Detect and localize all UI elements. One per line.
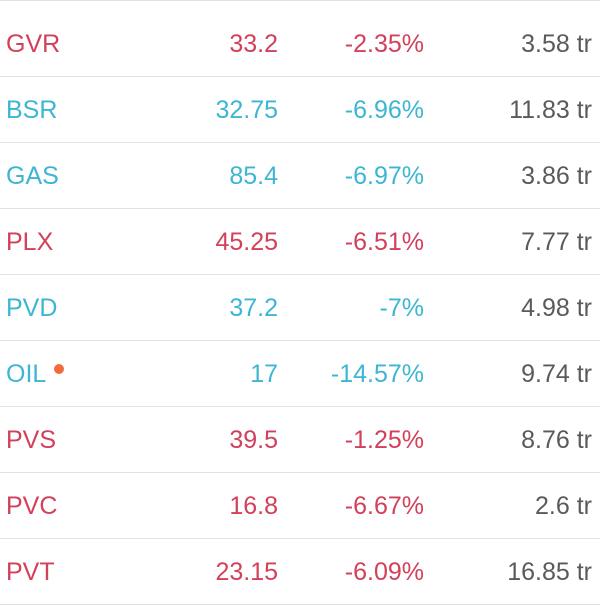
stock-price: 37.2: [229, 294, 278, 322]
stock-symbol: GVR: [6, 30, 61, 58]
stock-volume: 2.6 tr: [535, 492, 592, 520]
stock-price: 32.75: [215, 96, 278, 124]
stock-change: -7%: [379, 294, 424, 322]
stock-symbol-text: OIL: [6, 360, 47, 388]
stock-volume: 11.83 tr: [509, 96, 592, 124]
stock-row[interactable]: PVT 23.15 -6.09% 16.85 tr: [0, 539, 600, 605]
stock-symbol: PVD: [6, 294, 58, 322]
stock-change: -6.97%: [344, 162, 424, 190]
stock-symbol: PLX: [6, 228, 54, 256]
stock-change: -14.57%: [330, 360, 424, 388]
stock-volume: 9.74 tr: [521, 360, 592, 388]
stock-row[interactable]: GAS 85.4 -6.97% 3.86 tr: [0, 143, 600, 209]
stock-volume: 3.86 tr: [521, 162, 592, 190]
stock-symbol: BSR: [6, 96, 58, 124]
stock-price: 33.2: [229, 30, 278, 58]
stock-symbol: PVC: [6, 492, 58, 520]
stock-volume: 7.77 tr: [521, 228, 592, 256]
stock-change: -6.96%: [344, 96, 424, 124]
stock-row[interactable]: GVR 33.2 -2.35% 3.58 tr: [0, 11, 600, 77]
stock-volume: 3.58 tr: [521, 30, 592, 58]
stock-price: 45.25: [215, 228, 278, 256]
alert-dot-icon: [54, 364, 65, 374]
stock-change: -6.51%: [344, 228, 424, 256]
stock-row[interactable]: PVC 16.8 -6.67% 2.6 tr: [0, 473, 600, 539]
stock-price: 39.5: [229, 426, 278, 454]
stock-change: -6.67%: [344, 492, 424, 520]
stock-volume: 4.98 tr: [521, 294, 592, 322]
stock-price: 23.15: [215, 558, 278, 586]
stock-symbol: PVT: [6, 558, 55, 586]
stock-change: -6.09%: [344, 558, 424, 586]
stock-row[interactable]: PLX 45.25 -6.51% 7.77 tr: [0, 209, 600, 275]
stock-row[interactable]: BSR 32.75 -6.96% 11.83 tr: [0, 77, 600, 143]
stock-row[interactable]: PVD 37.2 -7% 4.98 tr: [0, 275, 600, 341]
stock-symbol: PVS: [6, 426, 57, 454]
stock-symbol: GAS: [6, 162, 59, 190]
stock-row[interactable]: OIL 17 -14.57% 9.74 tr: [0, 341, 600, 407]
stock-symbol: OIL: [6, 341, 65, 407]
stock-price: 17: [250, 360, 278, 388]
stock-change: -2.35%: [344, 30, 424, 58]
stock-price: 85.4: [229, 162, 278, 190]
stock-change: -1.25%: [344, 426, 424, 454]
stock-volume: 16.85 tr: [507, 558, 592, 586]
stock-volume: 8.76 tr: [521, 426, 592, 454]
stock-row[interactable]: PVS 39.5 -1.25% 8.76 tr: [0, 407, 600, 473]
stock-price: 16.8: [229, 492, 278, 520]
